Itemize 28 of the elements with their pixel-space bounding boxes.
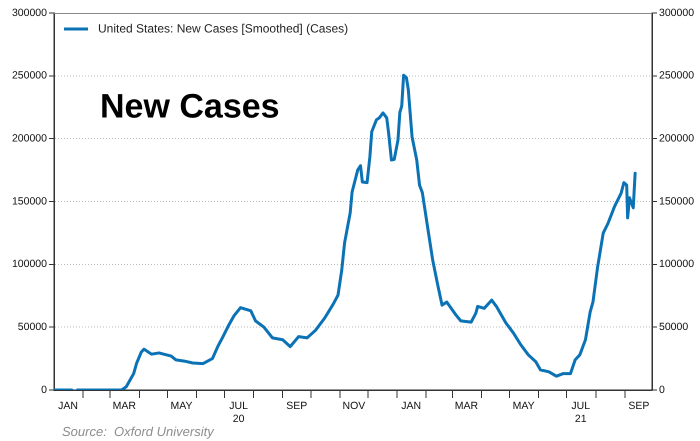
x-tick-label: JUL 20 bbox=[229, 400, 248, 425]
y2-tick-label: 200000 bbox=[659, 132, 694, 145]
y-tick-label: 300000 bbox=[12, 6, 48, 19]
y2-tick-label: 50000 bbox=[659, 321, 688, 334]
x-tick-label: JAN bbox=[401, 400, 422, 412]
y-tick-label: 0 bbox=[41, 384, 48, 396]
legend-label: United States: New Cases [Smoothed] (Cases) bbox=[98, 21, 348, 36]
y-tick-label: 100000 bbox=[12, 258, 48, 270]
text: New Cases bbox=[100, 87, 280, 126]
x-tick-label: SEP bbox=[286, 400, 308, 412]
y-tick-label: 200000 bbox=[12, 132, 48, 145]
x-tick-label: MAY bbox=[170, 400, 192, 412]
x-tick-label: MAR bbox=[454, 400, 478, 412]
y2-tick-label: 300000 bbox=[659, 6, 694, 19]
x-tick-label: JAN bbox=[58, 400, 78, 412]
x-tick-label: SEP bbox=[628, 400, 650, 412]
y2-tick-label: 100000 bbox=[659, 258, 694, 270]
y-tick-label: 50000 bbox=[18, 321, 48, 334]
x-tick-label: JUL 21 bbox=[571, 400, 590, 425]
y2-tick-label: 250000 bbox=[659, 70, 694, 82]
y2-tick-label: 150000 bbox=[659, 195, 694, 208]
x-tick-label: MAR bbox=[112, 400, 136, 412]
x-tick-label: NOV bbox=[342, 400, 366, 412]
source-note: Source: Oxford University bbox=[62, 424, 216, 439]
y-tick-label: 250000 bbox=[12, 70, 48, 82]
y2-tick-label: 0 bbox=[659, 384, 665, 396]
x-tick-label: MAY bbox=[512, 400, 535, 412]
y-tick-label: 150000 bbox=[12, 195, 48, 208]
